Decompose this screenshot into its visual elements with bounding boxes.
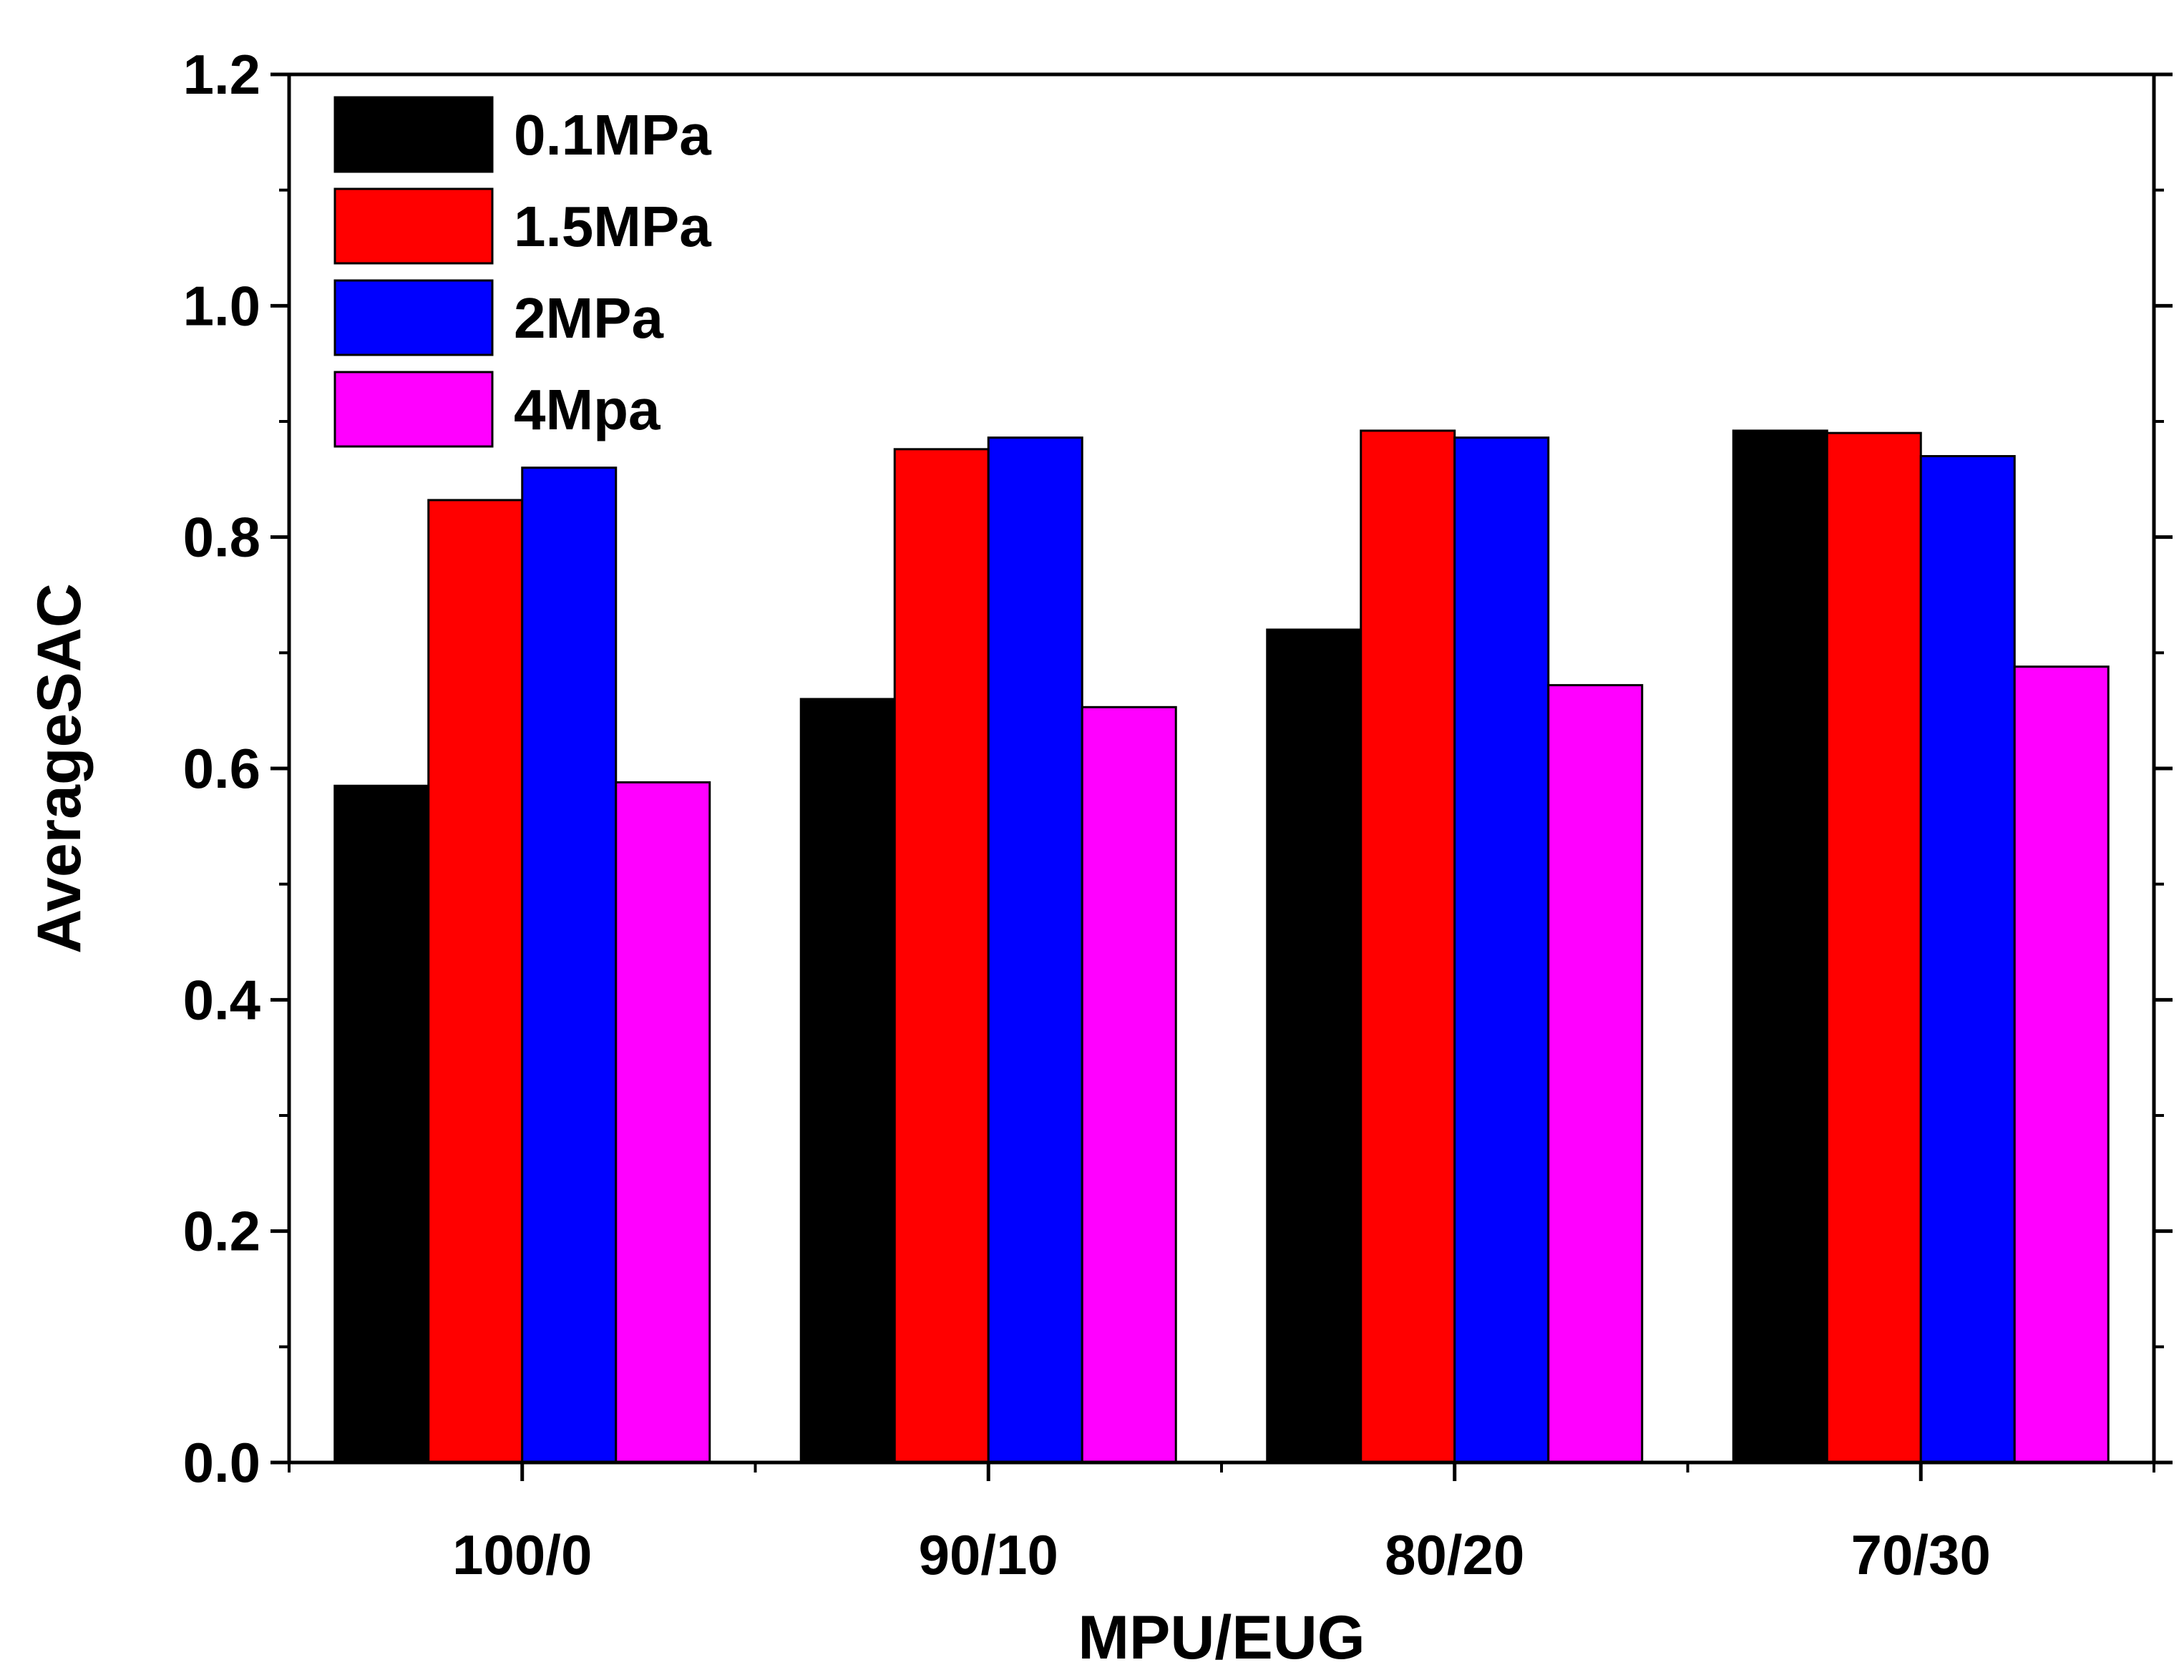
y-tick-label: 0.4 (183, 968, 260, 1031)
bar-0.1MPa-70/30 (1732, 429, 1828, 1464)
legend-label-4Mpa: 4Mpa (514, 378, 660, 441)
y-tick-label: 0.0 (183, 1431, 260, 1494)
legend-swatch-4Mpa (333, 371, 494, 448)
y-tick-label: 0.8 (183, 506, 260, 569)
bars-layer (333, 429, 2110, 1464)
bar-4Mpa-70/30 (2013, 665, 2110, 1464)
bar-0.1MPa-80/20 (1266, 628, 1362, 1464)
bar-2MPa-100/0 (521, 467, 618, 1464)
legend-swatch-0.1MPa (333, 96, 494, 173)
bar-2MPa-80/20 (1453, 436, 1550, 1464)
bar-2MPa-90/10 (987, 436, 1083, 1464)
bar-4Mpa-80/20 (1547, 684, 1644, 1464)
bar-0.1MPa-100/0 (333, 784, 430, 1464)
y-tick-label: 0.6 (183, 737, 260, 800)
legend: 0.1MPa 1.5MPa 2MPa 4Mpa (333, 96, 711, 448)
x-tick-label: 100/0 (452, 1523, 592, 1586)
bar-1.5MPa-70/30 (1825, 431, 1922, 1464)
legend-label-0.1MPa: 0.1MPa (514, 103, 711, 167)
y-tick-label: 1.2 (183, 43, 260, 106)
bar-2MPa-70/30 (1919, 455, 2016, 1464)
x-tick-label: 70/30 (1851, 1523, 1991, 1586)
labels-layer: 0.0 0.2 0.4 0.6 0.8 1.0 1.2 100/0 90/10 80/20 70/3… (25, 43, 1991, 1672)
legend-label-1.5MPa: 1.5MPa (514, 195, 711, 258)
legend-swatch-2MPa (333, 279, 494, 356)
x-tick-label: 90/10 (919, 1523, 1058, 1586)
legend-swatch-1.5MPa (333, 187, 494, 265)
y-tick-label: 1.0 (183, 274, 260, 337)
x-tick-label: 80/20 (1385, 1523, 1524, 1586)
bar-1.5MPa-100/0 (427, 499, 524, 1464)
y-axis-title: AverageSAC (25, 583, 94, 954)
bar-4Mpa-90/10 (1081, 705, 1177, 1464)
bar-1.5MPa-80/20 (1360, 429, 1456, 1464)
ticks-layer (270, 72, 2173, 1481)
bar-4Mpa-100/0 (615, 781, 711, 1464)
bar-1.5MPa-90/10 (893, 448, 990, 1464)
y-tick-label: 0.2 (183, 1200, 260, 1263)
legend-label-2MPa: 2MPa (514, 286, 663, 350)
bar-0.1MPa-90/10 (799, 698, 896, 1464)
x-axis-title: MPU/EUG (1078, 1603, 1365, 1672)
